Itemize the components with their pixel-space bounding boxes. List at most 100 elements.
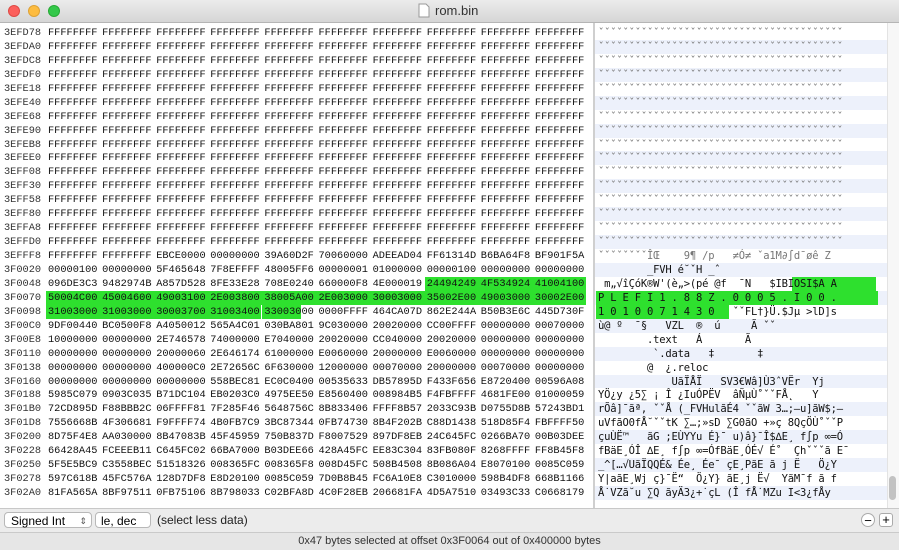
hex-group: 00000000 xyxy=(102,347,152,360)
hex-group: FFFFFFFF xyxy=(426,180,477,193)
hex-group: 51518326 xyxy=(156,459,206,472)
hex-group: CC00FFFF xyxy=(426,319,477,332)
offset-label: 3F0098 xyxy=(4,305,42,318)
ascii-text: ˇˇˇˇˇˇˇˇˇˇˇˇˇˇˇˇˇˇˇˇˇˇˇˇˇˇˇˇˇˇˇˇˇˇˇˇˇˇˇˇ xyxy=(598,208,843,221)
hex-group: 45004600 xyxy=(102,291,152,304)
hex-group: FFFFFFFF xyxy=(426,110,477,123)
hex-group: FFFFFFFF xyxy=(156,54,206,67)
row-stripe xyxy=(595,235,887,250)
hex-group: 00000000 xyxy=(48,361,98,374)
hex-group: FFFFFFFF xyxy=(156,82,206,95)
hex-group: FFFFFFFF xyxy=(480,110,531,123)
offset-label: 3F0160 xyxy=(4,375,42,388)
hex-group: FFFFFFFF xyxy=(318,208,368,221)
hex-group: FFFFFFFF xyxy=(318,236,368,249)
selection-highlight xyxy=(424,276,586,291)
hex-group: 72CD895D xyxy=(48,403,98,416)
hex-group: 598B4DF8 xyxy=(480,473,531,486)
hex-group: FFFFFFFF xyxy=(372,96,423,109)
hex-group: 8FE33E28 xyxy=(210,277,260,290)
remove-button[interactable]: − xyxy=(861,513,875,527)
hex-group: 2E646174 xyxy=(210,347,260,360)
scroll-thumb[interactable] xyxy=(889,476,896,500)
hex-group: C3010000 xyxy=(426,473,477,486)
hex-group: 668B1166 xyxy=(534,473,585,486)
hex-group: FFFFFFFF xyxy=(534,68,585,81)
hex-group: FFFFFFFF xyxy=(426,40,477,53)
hex-group: 00000000 xyxy=(480,263,531,276)
hex-group: FFFFFFFF xyxy=(48,124,98,137)
hex-group: 008D45FC xyxy=(318,459,368,472)
hex-group: 10000000 xyxy=(48,333,98,346)
ascii-text: `.data ‡ ‡ xyxy=(598,347,764,360)
hex-group: 24494249 xyxy=(426,277,477,290)
hex-group: 66428A45 xyxy=(48,445,98,458)
hex-group: EE83C304 xyxy=(372,445,423,458)
hex-group: FFFFFFFF xyxy=(426,82,477,95)
hex-group: 445D730F xyxy=(534,305,585,318)
hex-group: FFFFFFFF xyxy=(264,96,314,109)
hex-group: 00070000 xyxy=(372,361,423,374)
hex-group: FFFFFFFF xyxy=(372,82,423,95)
hex-group: 2E003800 xyxy=(210,291,260,304)
offset-label: 3EFF30 xyxy=(4,180,42,193)
hex-group: 49003100 xyxy=(156,291,206,304)
hex-group: 4F306681 xyxy=(102,417,152,430)
status-text: 0x47 bytes selected at offset 0x3F0064 o… xyxy=(298,535,601,547)
hex-group: 39A60D2F xyxy=(264,250,314,263)
hex-group: FFFFFFFF xyxy=(48,40,98,53)
close-button[interactable] xyxy=(8,5,20,17)
hex-group: FFFFFFFF xyxy=(210,194,260,207)
hex-group: FFFFFFFF xyxy=(102,27,152,39)
minimize-button[interactable] xyxy=(28,5,40,17)
hex-group: FFFFFFFF xyxy=(48,194,98,207)
hex-group: FFFFFFFF xyxy=(210,110,260,123)
hex-group: F9FFFF74 xyxy=(156,417,206,430)
hex-group: FFFFFFFF xyxy=(534,222,585,235)
hex-group: FFFFFFFF xyxy=(156,138,206,151)
row-stripe xyxy=(595,318,887,333)
hex-group: 00000000 xyxy=(102,263,152,276)
hex-group: FFFFFFFF xyxy=(372,166,423,179)
hex-group: FFFFFFFF xyxy=(480,208,531,221)
ascii-text: ù@ º ¯§ VZL ® ú Ã ˇˇ xyxy=(598,319,776,332)
hex-group: FFFFFFFF xyxy=(372,222,423,235)
hex-group: 897DF8EB xyxy=(372,431,423,444)
hex-group: FFFFFFFF xyxy=(102,166,152,179)
hex-group: FFFFFFFF xyxy=(480,54,531,67)
hex-group: FFFFFFFF xyxy=(210,166,260,179)
selection-highlight xyxy=(262,304,302,319)
ascii-text: ˇˇˇˇˇˇˇˇˇˇˇˇˇˇˇˇˇˇˇˇˇˇˇˇˇˇˇˇˇˇˇˇˇˇˇˇˇˇˇˇ xyxy=(598,110,843,123)
status-bar xyxy=(0,532,899,550)
offset-label: 3EFFA8 xyxy=(4,222,42,235)
scrollbar[interactable] xyxy=(887,23,899,508)
hex-group: FFFFFFFF xyxy=(264,152,314,165)
endian-select[interactable]: le, dec xyxy=(95,512,151,528)
hex-group: FFFFFFFF xyxy=(264,54,314,67)
row-stripe xyxy=(595,458,887,473)
add-button[interactable]: + xyxy=(879,513,893,527)
type-select[interactable]: Signed Int ⇕ xyxy=(4,512,92,528)
hex-group: 03493C33 xyxy=(480,487,531,500)
zoom-button[interactable] xyxy=(48,5,60,17)
offset-label: 3F0250 xyxy=(4,459,42,472)
hex-group: 45F45959 xyxy=(210,431,260,444)
hex-group: 00000000 xyxy=(534,361,585,374)
offset-label: 3F0200 xyxy=(4,431,42,444)
hex-group: C02BFA8D xyxy=(264,487,314,500)
offset-label: 3F01B0 xyxy=(4,403,42,416)
hex-group: FFFFFFFF xyxy=(264,236,314,249)
hex-group: 20020000 xyxy=(426,333,477,346)
hex-group: FFFFFFFF xyxy=(318,68,368,81)
hex-group: B6BA64F8 xyxy=(480,250,531,263)
hex-group: FFFFFFFF xyxy=(210,138,260,151)
ascii-text: ˇˇˇˇˇˇˇˇˇˇˇˇˇˇˇˇˇˇˇˇˇˇˇˇˇˇˇˇˇˇˇˇˇˇˇˇˇˇˇˇ xyxy=(598,166,843,179)
hex-group: AA030000 xyxy=(102,431,152,444)
ascii-text: P L E F I 1 . 8 8 Z . 0 0 0 5 . I 0 0 . xyxy=(598,291,837,304)
hex-group: 00000100 xyxy=(426,263,477,276)
offset-label: 3F0228 xyxy=(4,445,42,458)
hex-group: FFFFFFFF xyxy=(318,54,368,67)
hex-group: FFFFFFFF xyxy=(480,27,531,39)
hex-group: 518D85F4 xyxy=(480,417,531,430)
ascii-text: ˇˇˇˇˇˇˇˇˇˇˇˇˇˇˇˇˇˇˇˇˇˇˇˇˇˇˇˇˇˇˇˇˇˇˇˇˇˇˇˇ xyxy=(598,68,843,81)
